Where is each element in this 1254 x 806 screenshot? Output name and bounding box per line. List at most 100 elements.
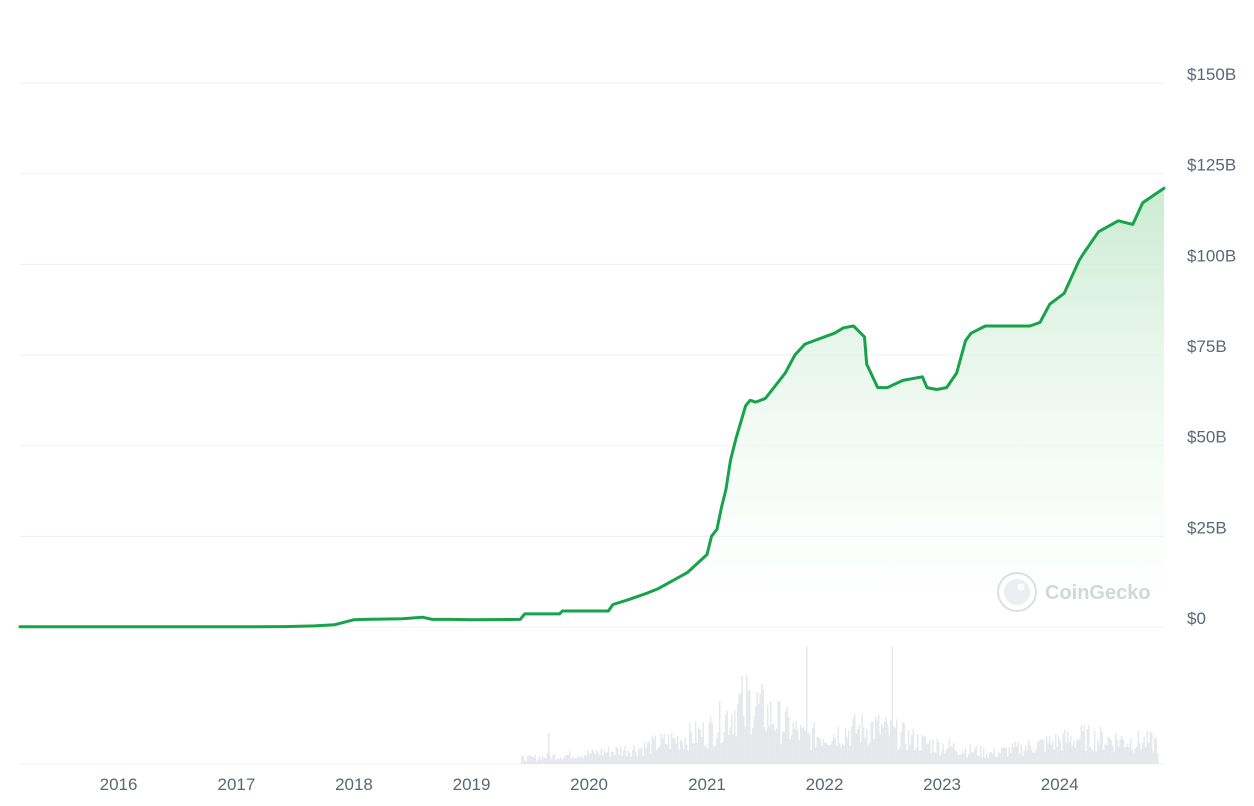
volume-bar xyxy=(716,738,718,764)
volume-bar xyxy=(767,704,769,764)
volume-bar xyxy=(636,756,638,764)
volume-bar xyxy=(600,748,602,764)
volume-bar xyxy=(857,729,859,764)
y-tick-label: $150B xyxy=(1187,65,1236,84)
volume-bar xyxy=(1062,733,1064,764)
volume-bar xyxy=(672,738,674,764)
volume-bar xyxy=(1092,751,1094,764)
volume-bar xyxy=(812,728,814,764)
volume-bar xyxy=(1070,736,1072,764)
volume-bar xyxy=(1038,740,1040,764)
volume-bar xyxy=(1103,749,1105,764)
volume-bar xyxy=(626,756,628,764)
volume-bar xyxy=(795,721,797,764)
volume-bar xyxy=(1149,731,1151,764)
volume-bar xyxy=(864,737,866,764)
volume-bar xyxy=(939,755,941,764)
volume-bar xyxy=(953,743,955,764)
volume-bar xyxy=(954,750,956,764)
volume-bar xyxy=(605,752,607,764)
volume-bar xyxy=(714,745,716,764)
volume-bar xyxy=(657,747,659,764)
volume-bar xyxy=(1029,745,1031,764)
volume-bar xyxy=(870,722,872,764)
volume-bar xyxy=(779,701,781,764)
volume-bar xyxy=(582,758,584,764)
volume-bar xyxy=(1043,740,1045,764)
volume-bar xyxy=(1047,743,1049,764)
volume-bar xyxy=(759,693,761,764)
volume-bar xyxy=(738,694,740,764)
volume-bar xyxy=(1008,746,1010,764)
volume-bar xyxy=(1151,732,1153,764)
volume-bar xyxy=(701,737,703,764)
volume-bar xyxy=(1053,749,1055,764)
volume-bar xyxy=(993,748,995,764)
volume-bar xyxy=(1016,746,1018,764)
volume-bar xyxy=(1088,725,1090,764)
volume-bar xyxy=(629,752,631,764)
volume-bar xyxy=(944,753,946,764)
volume-bar xyxy=(800,724,802,764)
volume-bar xyxy=(914,750,916,764)
volume-bar xyxy=(711,722,713,764)
volume-bar xyxy=(522,756,524,764)
volume-bar xyxy=(684,736,686,764)
volume-bar xyxy=(654,735,656,764)
volume-bar xyxy=(645,747,647,764)
volume-bar xyxy=(702,722,704,764)
volume-bar xyxy=(572,756,574,764)
volume-bar xyxy=(1056,746,1058,764)
volume-bar xyxy=(969,743,971,764)
volume-bar xyxy=(821,745,823,764)
x-tick-label: 2020 xyxy=(570,775,608,794)
volume-bar xyxy=(1107,736,1109,764)
volume-bar xyxy=(746,675,748,764)
x-tick-label: 2019 xyxy=(453,775,491,794)
volume-bar xyxy=(782,731,784,764)
volume-bar xyxy=(1067,731,1069,764)
volume-bar xyxy=(909,744,911,764)
volume-bar xyxy=(527,756,529,764)
volume-bar xyxy=(641,746,643,764)
volume-bar xyxy=(762,689,764,764)
x-axis: 2016 2017 2018 2019 2020 2021 2022 2023 2024 xyxy=(100,775,1079,794)
volume-bar xyxy=(1112,745,1114,764)
volume-bar xyxy=(597,752,599,764)
volume-bar xyxy=(546,753,548,764)
volume-bar xyxy=(1127,743,1129,764)
volume-bar xyxy=(594,754,596,764)
volume-bar xyxy=(557,758,559,764)
volume-bar xyxy=(873,739,875,764)
volume-bar xyxy=(753,716,755,764)
volume-bar xyxy=(1098,744,1100,764)
volume-bar xyxy=(803,726,805,764)
volume-bar xyxy=(1022,755,1024,764)
volume-bar xyxy=(728,734,730,764)
volume-bar xyxy=(1086,729,1088,764)
watermark: CoinGecko xyxy=(997,572,1151,612)
volume-bar xyxy=(734,710,736,764)
volume-bar xyxy=(791,734,793,764)
volume-bar xyxy=(945,749,947,764)
volume-bar xyxy=(1157,752,1159,764)
volume-bar xyxy=(984,757,986,764)
volume-bar xyxy=(642,755,644,764)
volume-bar xyxy=(1010,753,1012,764)
volume-bar xyxy=(591,748,593,764)
volume-bar xyxy=(975,746,977,764)
volume-bar xyxy=(1115,733,1117,764)
volume-bar xyxy=(563,757,565,764)
volume-bar xyxy=(704,746,706,764)
volume-bar xyxy=(1121,736,1123,764)
volume-bar xyxy=(1082,731,1084,764)
volume-bar xyxy=(1023,750,1025,764)
volume-panel xyxy=(521,646,1159,764)
volume-bar xyxy=(1085,750,1087,764)
volume-bar xyxy=(1007,756,1009,764)
volume-bar xyxy=(584,754,586,764)
volume-bar xyxy=(576,758,578,764)
volume-bar xyxy=(630,756,632,764)
volume-bar xyxy=(741,675,743,764)
volume-bar xyxy=(752,727,754,764)
